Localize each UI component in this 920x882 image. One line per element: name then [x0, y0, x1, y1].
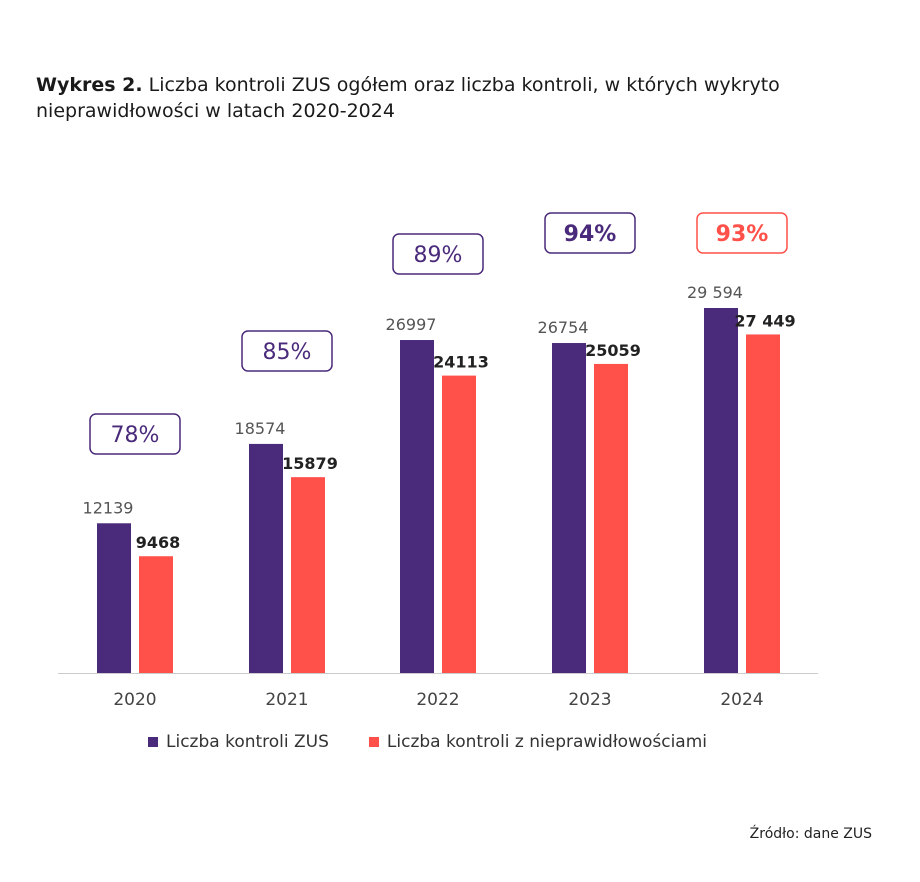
tick-label-2023: 2023	[568, 690, 611, 710]
legend-swatch-total	[148, 737, 158, 747]
percentage-box-2020	[89, 413, 181, 455]
bar-irregular-2022	[442, 375, 476, 673]
value-label-total-2020: 12139	[83, 498, 134, 517]
percentage-box-2023	[544, 212, 636, 254]
legend-swatch-irregular	[368, 737, 379, 747]
legend-item-total: Liczba kontroli ZUS	[148, 732, 329, 752]
value-label-total-2021: 18574	[235, 419, 286, 438]
percentage-label-2024: 93%	[716, 222, 769, 247]
bar-total-2022	[400, 340, 434, 673]
bar-total-2021	[249, 443, 283, 673]
value-label-irregular-2024: 27 449	[734, 311, 795, 330]
percentage-box-2022	[392, 233, 484, 275]
tick-label-2024: 2024	[720, 690, 763, 710]
bar-irregular-2021	[291, 477, 325, 673]
bar-irregular-2020	[139, 556, 173, 673]
legend-label-total: Liczba kontroli ZUS	[166, 732, 329, 752]
percentage-label-2021: 85%	[263, 340, 312, 365]
percentage-label-2022: 89%	[414, 243, 463, 268]
legend-item-irregular: Liczba kontroli z nieprawidłowościami	[368, 732, 707, 752]
percentage-label-2023: 94%	[564, 222, 617, 247]
chart-title-lead: Wykres 2.	[36, 74, 143, 96]
legend: Liczba kontroli ZUS Liczba kontroli z ni…	[148, 732, 707, 752]
legend-label-irregular: Liczba kontroli z nieprawidłowościami	[386, 732, 707, 752]
value-label-irregular-2023: 25059	[585, 341, 641, 360]
chart-title-text: Liczba kontroli ZUS ogółem oraz liczba k…	[36, 74, 780, 122]
value-label-total-2024: 29 594	[687, 283, 743, 302]
bar-total-2024	[704, 308, 738, 673]
value-label-irregular-2022: 24113	[433, 353, 489, 372]
source-note: Źródło: dane ZUS	[749, 826, 872, 842]
percentage-box-2021	[241, 330, 333, 372]
bar-irregular-2024	[746, 334, 780, 673]
tick-label-2021: 2021	[265, 690, 308, 710]
bar-total-2020	[97, 523, 131, 673]
percentage-label-2020: 78%	[111, 423, 160, 448]
bar-irregular-2023	[594, 363, 628, 673]
value-label-irregular-2021: 15879	[282, 454, 338, 473]
chart-title: Wykres 2. Liczba kontroli ZUS ogółem ora…	[36, 72, 856, 124]
value-label-total-2022: 26997	[386, 315, 437, 334]
tick-label-2022: 2022	[416, 690, 459, 710]
percentage-box-2024	[696, 212, 788, 254]
tick-label-2020: 2020	[113, 690, 156, 710]
value-label-irregular-2020: 9468	[136, 533, 181, 552]
value-label-total-2023: 26754	[538, 318, 589, 337]
bar-total-2023	[552, 343, 586, 673]
